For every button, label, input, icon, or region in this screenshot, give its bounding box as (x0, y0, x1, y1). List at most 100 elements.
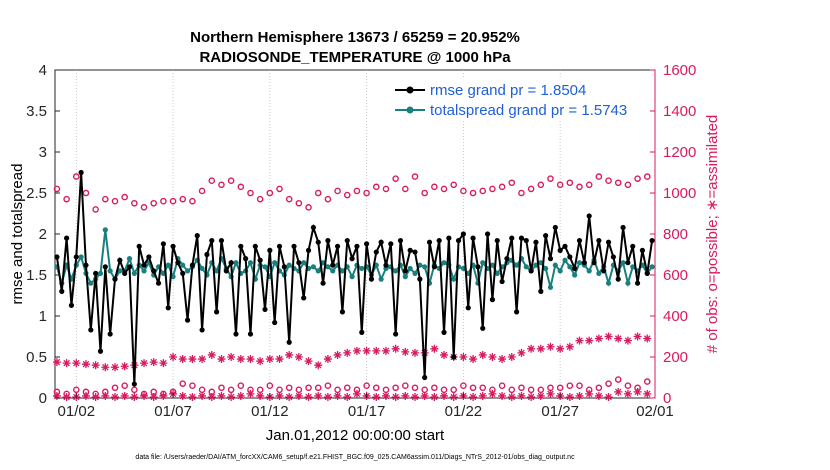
obs-layer (52, 173, 652, 401)
obs-assimilated-low-marker (52, 391, 61, 400)
obs-possible-marker (276, 185, 283, 193)
obs-possible-marker (624, 181, 632, 189)
rmse-point (504, 256, 510, 262)
totalspread-point (552, 262, 558, 268)
obs-possible-low-marker (189, 382, 196, 390)
rmse-point (601, 268, 607, 274)
rmse-point (247, 331, 254, 337)
obs-possible-marker (431, 183, 438, 191)
obs-assimilated-low-marker (420, 391, 429, 400)
rmse-point (514, 309, 520, 315)
rmse-point (228, 260, 234, 266)
obs-assimilated-low-marker (130, 392, 139, 401)
obs-assimilated-low-marker (604, 392, 613, 401)
totalspread-point (88, 280, 94, 286)
rmse-point (436, 237, 442, 244)
obs-possible-marker (198, 187, 206, 195)
obs-possible-marker (440, 185, 448, 193)
rmse-point (209, 237, 215, 244)
obs-assimilated-marker (314, 361, 323, 370)
rmse-point (383, 262, 389, 268)
obs-possible-low-marker (624, 382, 632, 390)
obs-possible-low-marker (605, 380, 612, 387)
totalspread-point (538, 260, 544, 266)
totalspread-point (441, 260, 447, 266)
rmse-point (480, 325, 486, 331)
obs-possible-marker (421, 189, 428, 197)
rmse-point (262, 306, 268, 313)
rmse-point (165, 305, 171, 311)
obs-possible-low-marker (556, 384, 564, 392)
y-left-tick-label: 0 (39, 390, 47, 407)
totalspread-point (605, 280, 612, 286)
rmse-point (649, 237, 655, 244)
totalspread-point (523, 264, 529, 270)
rmse-point (402, 268, 408, 274)
obs-possible-marker (218, 181, 225, 189)
legend-spread-marker (406, 106, 414, 114)
obs-possible-marker (82, 189, 90, 197)
obs-assimilated-marker (62, 359, 71, 368)
y-right-tick-label: 1000 (663, 185, 696, 202)
obs-assimilated-marker (178, 355, 187, 364)
obs-assimilated-low-marker (111, 392, 119, 401)
obs-assimilated-marker (207, 350, 216, 359)
obs-assimilated-low-marker (159, 391, 168, 400)
legend-rmse-text: rmse grand pr = 1.8504 (430, 82, 586, 99)
rmse-point (634, 280, 641, 286)
rmse-point (296, 260, 302, 266)
rmse-point (470, 235, 476, 241)
obs-assimilated-low-marker (488, 389, 497, 398)
obs-assimilated-low-marker (304, 392, 313, 401)
obs-assimilated-low-marker (372, 392, 381, 401)
obs-assimilated-marker (585, 336, 594, 345)
obs-assimilated-marker (72, 359, 81, 368)
obs-assimilated-marker (352, 346, 361, 355)
obs-possible-low-marker (72, 386, 80, 394)
obs-assimilated-low-marker (275, 391, 284, 400)
obs-possible-low-marker (121, 382, 128, 390)
obs-assimilated-marker (101, 363, 110, 372)
x-axis-label: Jan.01,2012 00:00:00 start (266, 427, 445, 444)
obs-possible-marker (392, 175, 399, 182)
obs-assimilated-low-marker (411, 392, 419, 401)
obs-possible-low-marker (237, 382, 245, 390)
rmse-point (644, 270, 650, 276)
rmse-point (465, 305, 471, 311)
obs-possible-low-marker (479, 384, 487, 392)
rmse-point (204, 251, 210, 258)
rmse-point (320, 280, 326, 286)
rmse-point (610, 254, 616, 260)
totalspread-point (233, 260, 239, 266)
rmse-point (441, 329, 447, 335)
obs-assimilated-low-marker (343, 392, 352, 401)
rmse-point (276, 243, 283, 249)
obs-assimilated-marker (198, 355, 207, 364)
rmse-point (73, 254, 79, 260)
obs-possible-low-marker (614, 376, 622, 383)
rmse-point (426, 239, 433, 245)
obs-assimilated-marker (343, 348, 352, 357)
obs-possible-marker (634, 175, 641, 182)
rmse-point (339, 309, 346, 315)
rmse-point (301, 295, 307, 301)
obs-possible-marker (479, 187, 487, 195)
obs-possible-low-marker (179, 380, 187, 387)
obs-possible-marker (605, 177, 612, 184)
totalspread-point (393, 268, 399, 274)
obs-possible-marker (489, 185, 496, 193)
rmse-point (431, 264, 437, 270)
obs-assimilated-marker (159, 359, 168, 368)
obs-assimilated-low-marker (227, 392, 236, 401)
rmse-point (315, 239, 321, 245)
rmse-point (615, 276, 621, 282)
rmse-point (180, 270, 186, 276)
obs-possible-marker (160, 197, 167, 205)
obs-possible-low-marker (343, 384, 351, 392)
rmse-point (238, 243, 244, 249)
rmse-point (122, 270, 128, 276)
totalspread-point (247, 260, 254, 266)
totalspread-point (543, 265, 549, 272)
rmse-point (344, 237, 350, 244)
